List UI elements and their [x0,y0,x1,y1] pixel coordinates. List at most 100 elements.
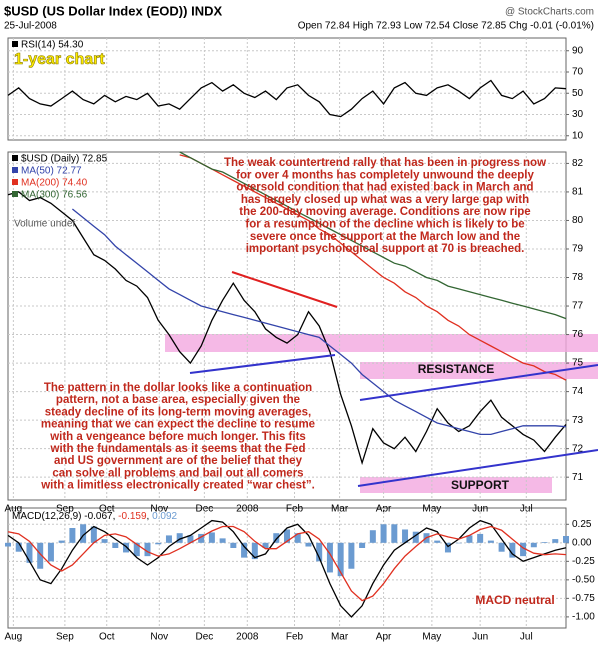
histogram-bar [326,542,333,573]
x-tick-label: Feb [286,632,304,643]
series-line [7,525,567,602]
histogram-bar [58,540,65,543]
y-tick-label: 77 [572,301,584,312]
legend-swatch [12,179,18,185]
x-tick-label: Apr [376,632,392,643]
commentary-line: The weak countertrend rally that has bee… [224,157,546,169]
histogram-bar [219,538,226,543]
y-tick-label: 30 [572,109,584,120]
macd-legend: MACD(12,26,9) -0.067, -0.159, 0.092 [12,511,178,522]
legend-swatch [12,41,18,47]
histogram-bar [187,535,194,543]
y-tick-label: 50 [572,88,584,99]
histogram-bar [316,542,323,562]
legend-entry: 0.092 [152,511,177,522]
histogram-bar [176,533,183,543]
histogram-bar [487,540,494,543]
histogram-bar [498,542,505,552]
histogram-bar [90,526,97,543]
y-tick-label: -0.25 [572,556,595,567]
histogram-bar [477,533,484,543]
support-line [357,449,598,487]
histogram-bar [165,535,172,543]
pattern-line: with the fundamentals as it seems that t… [50,443,306,455]
series-line [71,208,567,436]
legend-entry: MA(200) 74.40 [21,178,88,189]
legend-entry: RSI(14) 54.30 [21,40,84,51]
histogram-bar [455,542,462,544]
histogram-bar [541,542,548,543]
support-label: SUPPORT [451,478,510,492]
histogram-bar [262,542,269,548]
support-band [360,477,552,493]
histogram-bar [380,524,387,543]
histogram-bar [402,529,409,543]
commentary-line: for over 4 months has completely unwound… [236,169,534,181]
legend-entry: $USD (Daily) 72.85 [21,154,108,165]
y-tick-label: -0.75 [572,593,595,604]
source: @ StockCharts.com [505,7,594,18]
x-tick-label: Sep [56,632,74,643]
y-tick-label: 79 [572,244,584,255]
histogram-bar [26,542,33,563]
x-tick-label: May [422,632,441,643]
histogram-bar [552,539,559,543]
histogram-bar [5,542,11,547]
histogram-bar [284,529,290,543]
series-line [7,519,567,618]
series-line [7,191,567,466]
legend-swatch [12,155,18,161]
histogram-bar [155,542,162,545]
series-line [179,154,567,381]
histogram-bar [80,524,87,543]
pattern-line: steady decline of its long-term moving a… [45,406,312,418]
pattern-line: and US government are of the belief that… [54,455,303,467]
x-tick-label: Jun [472,632,488,643]
histogram-bar [563,536,569,543]
macd-panel [7,507,567,629]
histogram-bar [101,539,108,543]
histogram-bar [337,542,344,577]
legend-swatch [12,167,18,173]
commentary-line: severe once the support at the March low… [250,231,520,243]
histogram-bar [294,533,301,543]
y-tick-label: -1.00 [572,612,595,623]
volume-label: Volume undef [14,219,75,230]
y-tick-label: 81 [572,187,584,198]
trend-line [231,271,338,308]
y-tick-label: 75 [572,358,584,369]
legend-entry: MA(50) 72.77 [21,166,82,177]
period-label: 1-year chart [14,51,105,68]
legend-entry: MA(300) 76.56 [21,190,88,201]
commentary-line: the 200-day moving average. Conditions a… [239,206,530,218]
y-tick-label: 72 [572,443,584,454]
histogram-bar [123,542,130,553]
price-panel [7,151,567,501]
histogram-bar [69,528,76,543]
x-tick-label: Dec [195,632,213,643]
x-tick-label: Mar [331,632,349,643]
y-tick-label: 10 [572,130,584,141]
histogram-bar [369,530,376,543]
histogram-bar [241,542,248,558]
x-tick-label: Nov [150,632,168,643]
histogram-bar [47,542,54,562]
x-tick-label: Jul [520,632,533,643]
x-tick-label: Oct [99,632,115,643]
y-tick-label: 90 [572,45,584,56]
histogram-bar [391,524,398,543]
series-line [7,79,567,118]
commentary-line: has largely closed up what was a very la… [241,194,529,206]
legend-entry: -0.159 [118,511,147,522]
histogram-bar [15,542,22,552]
pattern-line: meaning that we can expect the decline t… [41,419,315,431]
trend-line [189,354,336,374]
pattern-line: with a vengeance before much longer. Thi… [49,431,306,443]
macd-note: MACD neutral [475,593,554,607]
pattern-line: pattern, not a base area, especially giv… [56,394,300,406]
histogram-bar [520,542,527,557]
quote: Open 72.84 High 72.93 Low 72.54 Close 72… [298,21,594,32]
x-tick-label: 2008 [236,632,259,643]
series-line [179,151,567,320]
